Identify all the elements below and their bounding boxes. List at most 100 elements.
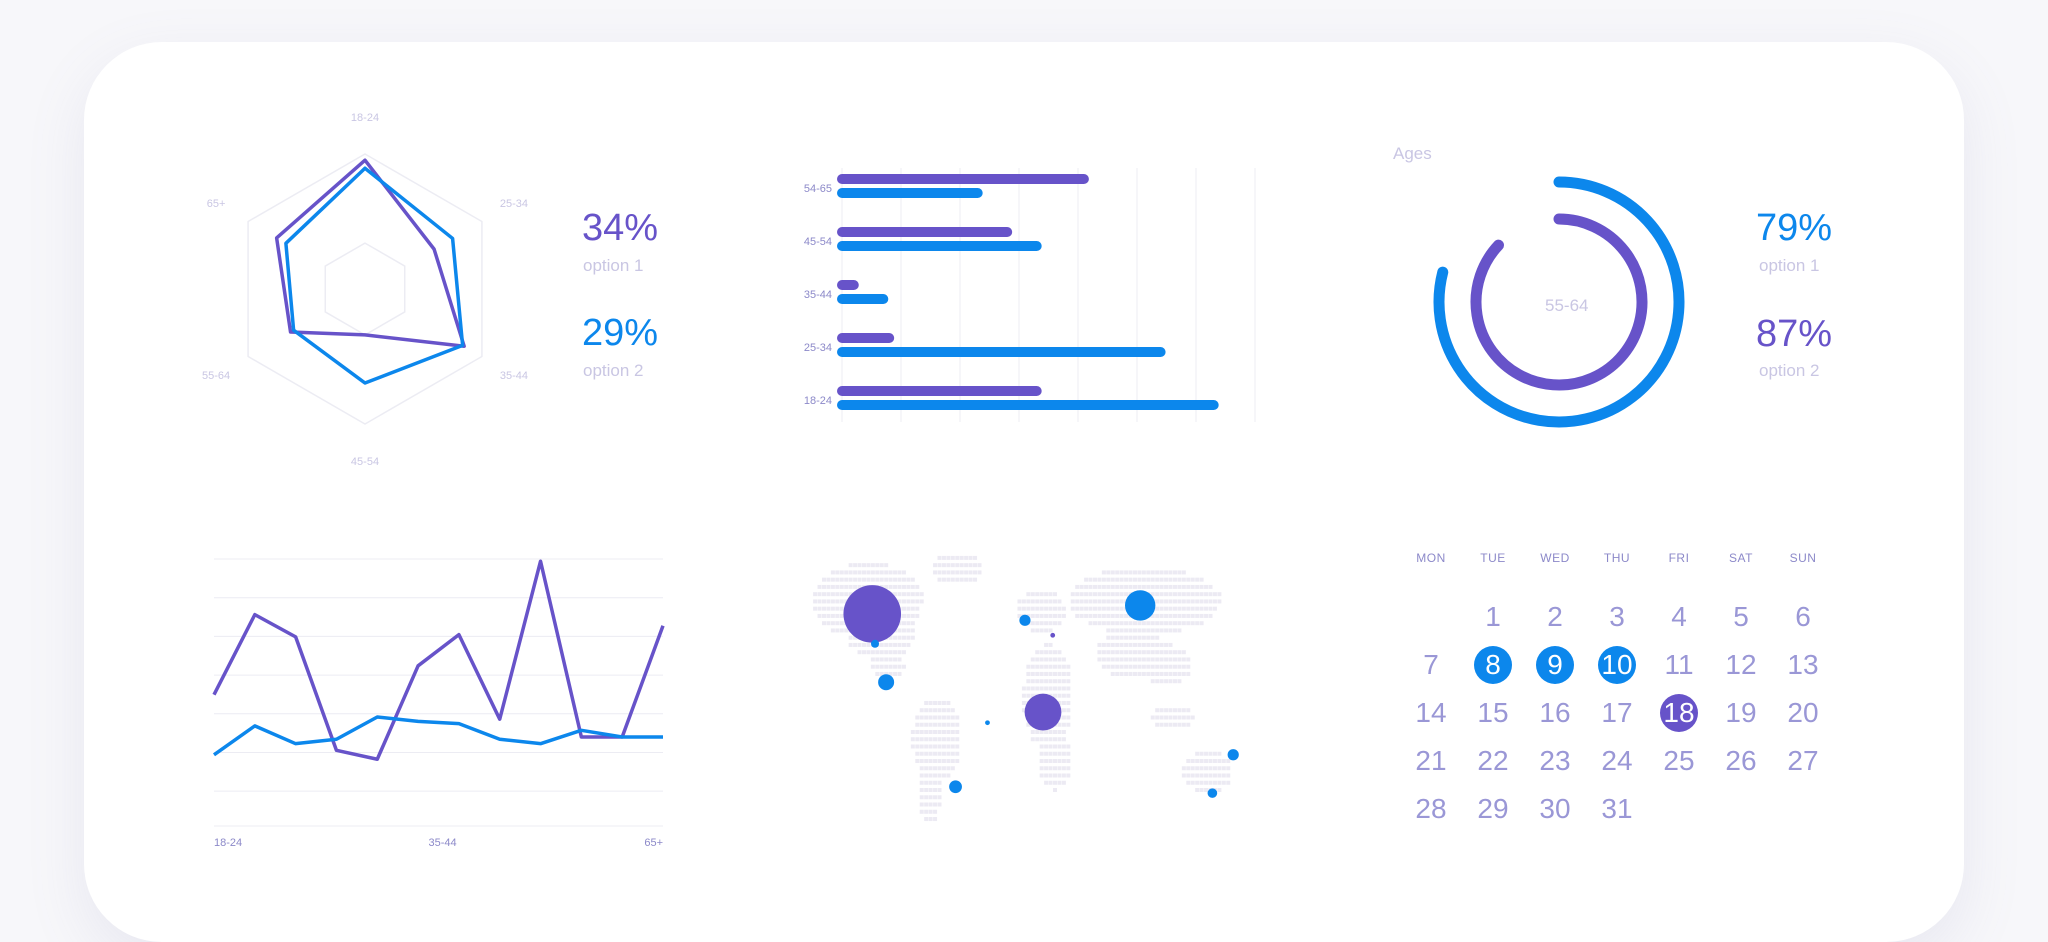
map-land-dot bbox=[915, 592, 920, 597]
map-land-dot bbox=[1057, 657, 1062, 662]
calendar-day[interactable]: 20 bbox=[1787, 697, 1819, 728]
map-land-dot bbox=[1150, 657, 1155, 662]
map-land-dot bbox=[1186, 708, 1191, 713]
map-land-dot bbox=[915, 613, 920, 618]
map-land-dot bbox=[955, 744, 960, 749]
calendar-day[interactable]: 8 bbox=[1462, 641, 1524, 689]
calendar-day[interactable]: 11 bbox=[1664, 649, 1694, 680]
map-land-dot bbox=[1044, 613, 1049, 618]
map-land-dot bbox=[1119, 671, 1124, 676]
calendar-day[interactable]: 23 bbox=[1539, 745, 1571, 776]
calendar-day[interactable]: 19 bbox=[1725, 697, 1757, 728]
map-land-dot bbox=[1101, 657, 1106, 662]
map-land-dot bbox=[897, 671, 902, 676]
map-land-dot bbox=[919, 744, 924, 749]
calendar-day-selected: 8 bbox=[1474, 646, 1512, 684]
calendar-day[interactable]: 18 bbox=[1648, 689, 1710, 737]
map-land-dot bbox=[901, 592, 906, 597]
map-land-dot bbox=[1048, 751, 1053, 756]
calendar-day[interactable]: 9 bbox=[1524, 641, 1586, 689]
map-land-dot bbox=[848, 584, 853, 589]
map-land-dot bbox=[1097, 650, 1102, 655]
map-land-dot bbox=[1172, 613, 1177, 618]
map-land-dot bbox=[1204, 780, 1209, 785]
calendar-day[interactable]: 17 bbox=[1601, 697, 1633, 728]
map-land-dot bbox=[1168, 606, 1173, 611]
map-land-dot bbox=[1079, 592, 1084, 597]
map-land-dot bbox=[848, 592, 853, 597]
map-land-dot bbox=[937, 795, 942, 800]
map-land-dot bbox=[826, 592, 831, 597]
map-land-dot bbox=[901, 635, 906, 640]
calendar-day[interactable]: 12 bbox=[1725, 649, 1757, 680]
map-land-dot bbox=[1208, 751, 1213, 756]
map-land-dot bbox=[933, 570, 938, 575]
map-land-dot bbox=[1204, 751, 1209, 756]
map-land-dot bbox=[1026, 722, 1031, 727]
map-land-dot bbox=[950, 577, 955, 582]
calendar-day[interactable]: 6 bbox=[1795, 601, 1811, 632]
map-land-dot bbox=[1195, 584, 1200, 589]
map-land-dot bbox=[835, 628, 840, 633]
map-land-dot bbox=[1119, 650, 1124, 655]
calendar-day[interactable]: 14 bbox=[1415, 697, 1447, 728]
map-land-dot bbox=[924, 795, 929, 800]
map-land-dot bbox=[1141, 642, 1146, 647]
calendar-day[interactable]: 31 bbox=[1601, 793, 1633, 824]
calendar-day[interactable]: 28 bbox=[1415, 793, 1447, 824]
map-land-dot bbox=[844, 592, 849, 597]
map-land-dot bbox=[1115, 635, 1120, 640]
calendar-day[interactable]: 26 bbox=[1725, 745, 1757, 776]
calendar-day[interactable]: 25 bbox=[1663, 745, 1695, 776]
calendar-day[interactable]: 1 bbox=[1485, 601, 1501, 632]
map-land-dot bbox=[910, 592, 915, 597]
map-land-dot bbox=[888, 657, 893, 662]
map-land-dot bbox=[1053, 613, 1058, 618]
map-land-dot bbox=[959, 555, 964, 560]
calendar-day[interactable]: 10 bbox=[1586, 641, 1648, 689]
map-land-dot bbox=[1044, 671, 1049, 676]
map-land-dot bbox=[950, 715, 955, 720]
calendar-day[interactable]: 5 bbox=[1733, 601, 1749, 632]
map-land-dot bbox=[1195, 788, 1200, 793]
map-land-dot bbox=[928, 773, 933, 778]
map-land-dot bbox=[1177, 599, 1182, 604]
line-tick-label: 18-24 bbox=[214, 837, 242, 849]
map-land-dot bbox=[1110, 635, 1115, 640]
calendar-day[interactable]: 15 bbox=[1477, 697, 1509, 728]
calendar-day[interactable]: 21 bbox=[1415, 745, 1447, 776]
map-land-dot bbox=[919, 802, 924, 807]
calendar-day[interactable]: 2 bbox=[1547, 601, 1563, 632]
map-land-dot bbox=[875, 570, 880, 575]
calendar-day[interactable]: 16 bbox=[1539, 697, 1571, 728]
calendar-day[interactable]: 3 bbox=[1609, 601, 1625, 632]
map-land-dot bbox=[1155, 635, 1160, 640]
map-land-dot bbox=[1172, 722, 1177, 727]
map-land-dot bbox=[1097, 584, 1102, 589]
map-land-dot bbox=[1061, 664, 1066, 669]
map-land-dot bbox=[1048, 679, 1053, 684]
map-land-dot bbox=[1057, 679, 1062, 684]
calendar-day[interactable]: 4 bbox=[1671, 601, 1687, 632]
map-land-dot bbox=[1212, 592, 1217, 597]
map-land-dot bbox=[1044, 759, 1049, 763]
map-land-dot bbox=[937, 700, 942, 705]
calendar-day[interactable]: 7 bbox=[1423, 649, 1439, 680]
map-land-dot bbox=[933, 759, 938, 763]
map-land-dot bbox=[924, 802, 929, 807]
map-land-dot bbox=[1035, 650, 1040, 655]
calendar-day[interactable]: 13 bbox=[1787, 649, 1819, 680]
calendar-day[interactable]: 24 bbox=[1601, 745, 1633, 776]
map-land-dot bbox=[1155, 621, 1160, 626]
map-land-dot bbox=[1057, 606, 1062, 611]
map-land-dot bbox=[1057, 693, 1062, 698]
map-land-dot bbox=[968, 563, 973, 568]
calendar-day[interactable]: 22 bbox=[1477, 745, 1509, 776]
calendar-day[interactable]: 29 bbox=[1477, 793, 1509, 824]
calendar-day[interactable]: 27 bbox=[1787, 745, 1819, 776]
map-land-dot bbox=[1110, 613, 1115, 618]
map-land-dot bbox=[1030, 679, 1035, 684]
map-land-dot bbox=[897, 664, 902, 669]
calendar-day[interactable]: 30 bbox=[1539, 793, 1571, 824]
map-land-dot bbox=[1097, 592, 1102, 597]
